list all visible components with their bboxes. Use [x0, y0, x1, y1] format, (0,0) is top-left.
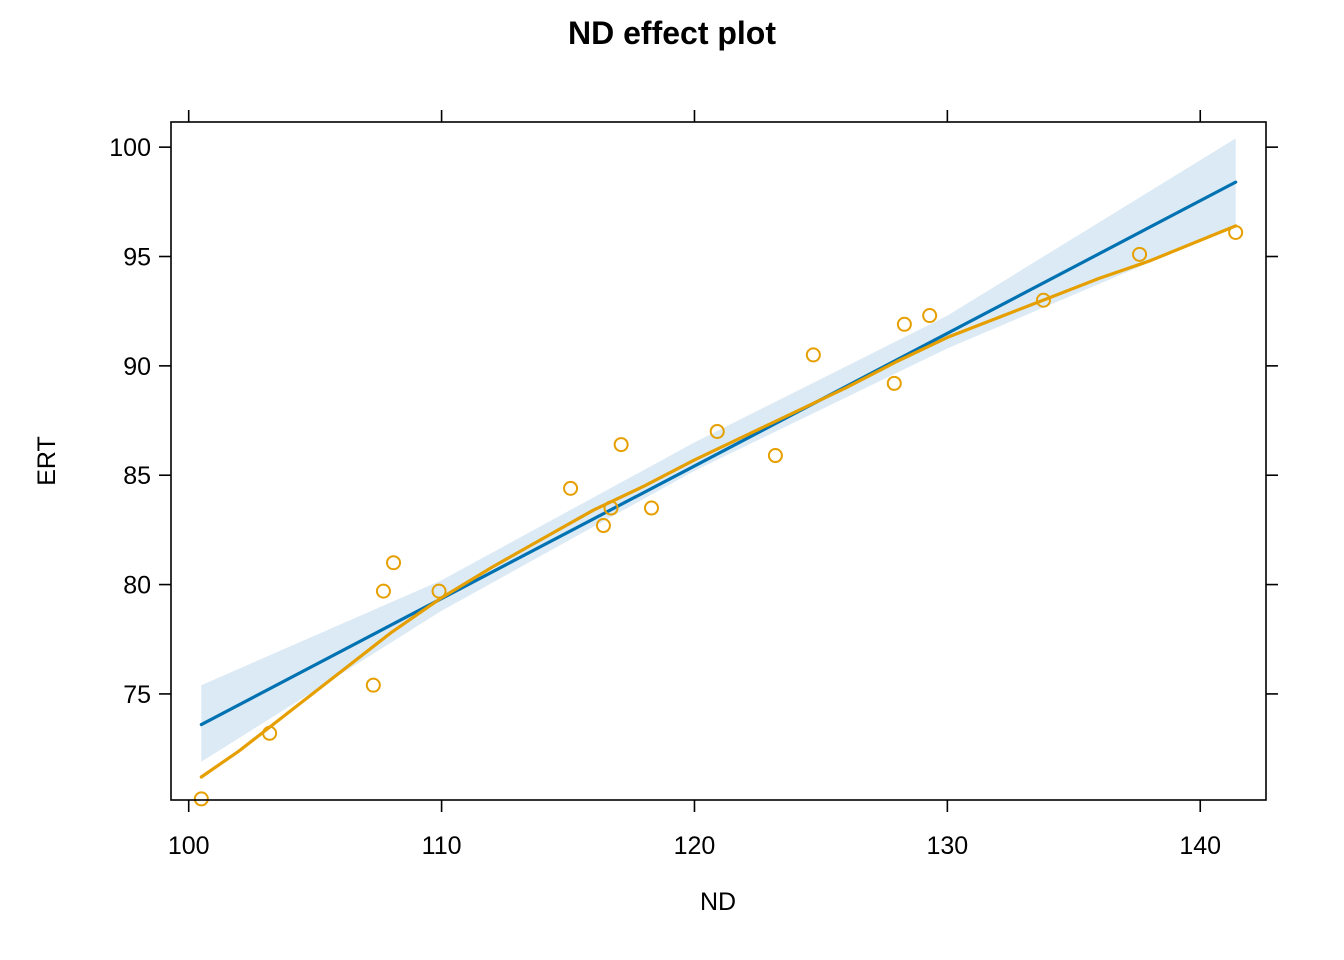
y-tick-label: 80: [123, 572, 151, 600]
plot-frame: [170, 121, 1267, 801]
x-tick-label: 100: [168, 832, 210, 860]
data-point: [386, 555, 402, 571]
data-point: [1228, 224, 1244, 240]
x-axis: 100 110 120 130 140: [168, 110, 1221, 860]
x-tick-label: 110: [422, 832, 462, 860]
data-point: [709, 423, 725, 439]
x-tick-label: 140: [1179, 832, 1221, 860]
data-point: [886, 375, 902, 391]
data-point: [365, 677, 381, 693]
y-tick-label: 85: [123, 462, 151, 490]
data-point: [1035, 292, 1051, 308]
data-point: [603, 500, 619, 516]
y-axis-label: ERT: [33, 436, 61, 486]
x-tick-label: 130: [927, 832, 969, 860]
y-axis: 75 80 85 90 95 100: [109, 134, 1278, 709]
data-point: [1132, 246, 1148, 262]
data-point: [595, 518, 611, 534]
data-point: [193, 791, 209, 807]
data-point: [896, 316, 912, 332]
data-point: [767, 448, 783, 464]
data-point: [375, 583, 391, 599]
data-point: [643, 500, 659, 516]
x-tick-label: 120: [674, 832, 716, 860]
data-point: [922, 308, 938, 324]
y-tick-label: 75: [123, 681, 151, 709]
fit-line: [199, 180, 1238, 727]
data-point: [431, 583, 447, 599]
data-point: [563, 480, 579, 496]
y-tick-label: 100: [109, 134, 151, 162]
x-axis-label: ND: [700, 888, 736, 916]
data-point: [262, 725, 278, 741]
smooth-line: [199, 224, 1238, 779]
chart-title: ND effect plot: [568, 15, 776, 51]
data-point: [805, 347, 821, 363]
y-tick-label: 90: [123, 353, 151, 381]
y-tick-label: 95: [123, 244, 151, 272]
plot-area: [193, 138, 1244, 807]
data-point: [613, 437, 629, 453]
